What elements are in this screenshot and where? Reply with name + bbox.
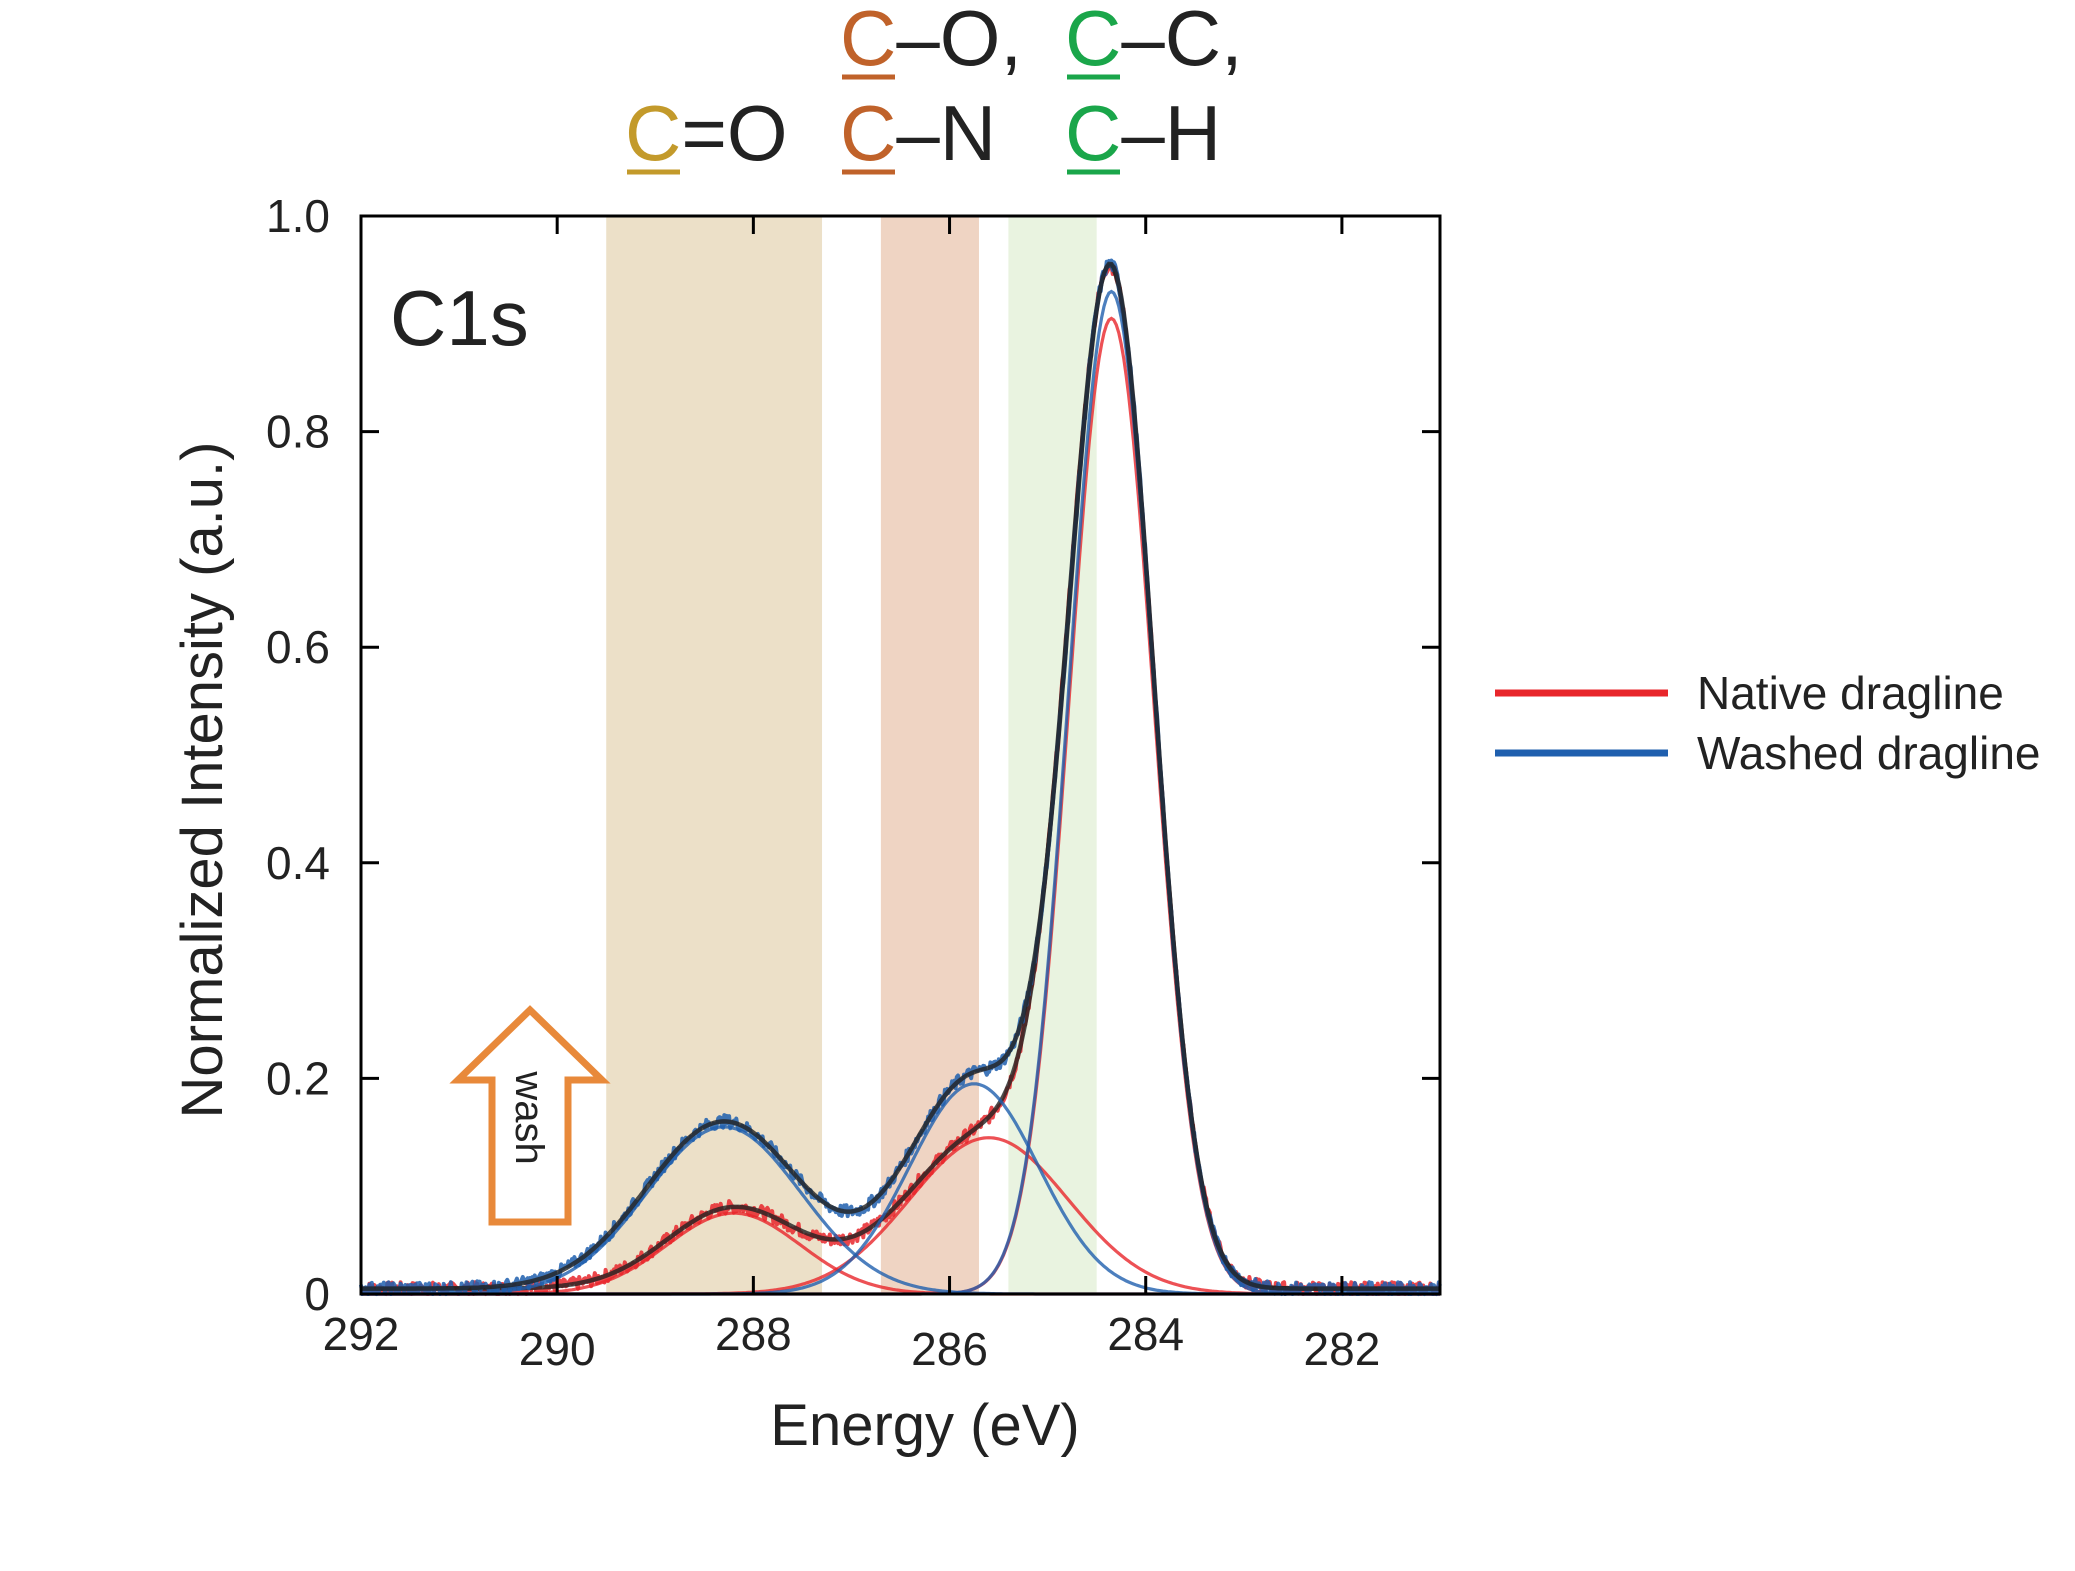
x-axis-label: Energy (eV) — [770, 1393, 1079, 1458]
legend-label-1: Washed dragline — [1697, 727, 2041, 779]
bond-label-carbon: C — [1065, 0, 1121, 82]
bond-label-4: C–H — [1065, 89, 1221, 177]
bond-label-3: C–C, — [1065, 0, 1243, 82]
axis-ticks — [359, 214, 1440, 1296]
x-tick-label-5: 282 — [1304, 1323, 1381, 1375]
band-0 — [606, 216, 823, 1294]
wash-arrow-outline — [449, 1005, 611, 1226]
bond-label-carbon: C — [840, 0, 896, 82]
y-tick-label-0: 0 — [304, 1268, 330, 1320]
binding-energy-bands — [606, 216, 1097, 1294]
y-tick-label-4: 0.8 — [266, 406, 330, 458]
envelope-1 — [361, 261, 1440, 1291]
y-tick-label-5: 1.0 — [266, 190, 330, 242]
x-tick-label-3: 286 — [911, 1323, 988, 1375]
y-axis-label: Normalized Intensity (a.u.) — [170, 442, 235, 1119]
x-tick-label-0: 292 — [323, 1308, 400, 1360]
wash-arrow: wash — [449, 1005, 611, 1226]
y-tick-label-3: 0.6 — [266, 621, 330, 673]
bond-label-rest: –H — [1121, 89, 1221, 177]
bond-label-rest: –C, — [1121, 0, 1242, 82]
x-tick-label-4: 284 — [1107, 1308, 1184, 1360]
panel-label: C1s — [390, 274, 529, 362]
bond-label-rest: –O, — [896, 0, 1022, 82]
bond-label-rest: –N — [896, 89, 996, 177]
bond-label-carbon: C — [840, 89, 896, 177]
y-tick-label-1: 0.2 — [266, 1052, 330, 1104]
band-2 — [1008, 216, 1097, 1294]
bond-label-rest: =O — [681, 89, 787, 177]
wash-label: wash — [507, 1070, 551, 1164]
legend-label-0: Native dragline — [1697, 667, 2004, 719]
bond-label-carbon: C — [1065, 89, 1121, 177]
bond-label-2: C–N — [840, 89, 996, 177]
bond-labels: C=OC–O,C–NC–C,C–H — [625, 0, 1243, 177]
x-tick-label-2: 288 — [715, 1308, 792, 1360]
legend: Native dragline Washed dragline — [1495, 667, 2041, 779]
bond-label-0: C=O — [625, 89, 788, 177]
y-tick-label-2: 0.4 — [266, 837, 330, 889]
x-tick-label-1: 290 — [519, 1323, 596, 1375]
axis-tick-labels: 292 290 288 286 284 282 0 0.2 0.4 0.6 0.8 1.0 — [266, 190, 1380, 1375]
bond-label-1: C–O, — [840, 0, 1022, 82]
plot-frame — [359, 214, 1442, 1296]
bond-label-carbon: C — [625, 89, 681, 177]
